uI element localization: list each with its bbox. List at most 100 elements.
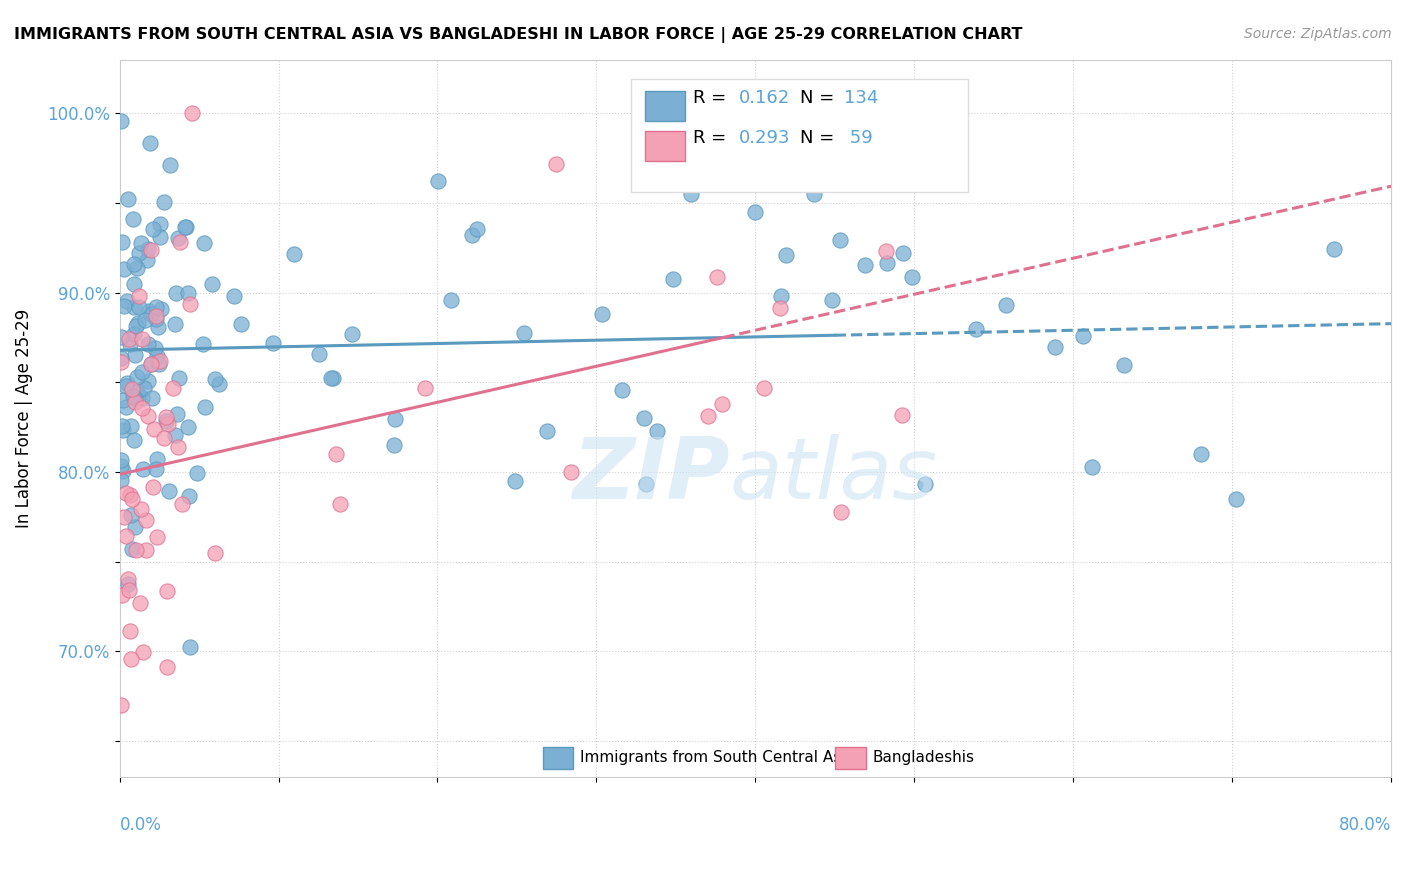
Point — [124, 543, 146, 558]
Text: Immigrants from South Central Asia: Immigrants from South Central Asia — [579, 750, 855, 765]
Text: 80.0%: 80.0% — [1339, 816, 1391, 834]
Point — [148, 217, 170, 231]
Point — [1080, 459, 1102, 474]
Point — [744, 204, 766, 219]
Point — [775, 248, 797, 262]
Text: 59: 59 — [844, 129, 873, 147]
Point — [308, 347, 330, 361]
Point — [124, 347, 146, 361]
Point — [821, 293, 844, 307]
Point — [322, 370, 344, 384]
Point — [132, 462, 155, 476]
Point — [142, 479, 165, 493]
Point — [145, 311, 167, 326]
Point — [120, 419, 142, 434]
Point — [121, 542, 143, 557]
Point — [122, 277, 145, 291]
Point — [612, 383, 634, 397]
Point — [149, 353, 172, 368]
Point — [439, 293, 461, 307]
Point — [141, 357, 163, 371]
Point — [131, 401, 153, 415]
Point — [869, 147, 891, 161]
Point — [1043, 340, 1066, 354]
Point — [208, 376, 231, 391]
Point — [754, 381, 776, 395]
Text: R =: R = — [693, 129, 733, 147]
Point — [467, 222, 489, 236]
Point — [138, 304, 160, 318]
Point — [634, 477, 657, 491]
Point — [117, 192, 139, 206]
Point — [710, 397, 733, 411]
Point — [204, 372, 226, 386]
Point — [153, 194, 176, 209]
Point — [139, 136, 162, 150]
Point — [503, 474, 526, 488]
Point — [110, 698, 132, 713]
Point — [159, 483, 181, 498]
Point — [262, 335, 284, 350]
Point — [633, 410, 655, 425]
Point — [110, 114, 132, 128]
Point — [146, 530, 169, 544]
Point — [512, 326, 534, 341]
Point — [122, 433, 145, 447]
Point — [914, 477, 936, 491]
Point — [146, 349, 169, 363]
Point — [876, 256, 898, 270]
Point — [1323, 242, 1346, 256]
Point — [132, 381, 155, 395]
Point — [110, 453, 132, 467]
Point — [204, 546, 226, 560]
Point — [340, 327, 363, 342]
Point — [131, 332, 153, 346]
Point — [121, 382, 143, 396]
FancyBboxPatch shape — [631, 79, 967, 193]
Text: N =: N = — [800, 89, 839, 107]
Point — [875, 244, 897, 259]
Text: 0.0%: 0.0% — [120, 816, 162, 834]
Point — [145, 451, 167, 466]
Text: IMMIGRANTS FROM SOUTH CENTRAL ASIA VS BANGLADESHI IN LABOR FORCE | AGE 25-29 COR: IMMIGRANTS FROM SOUTH CENTRAL ASIA VS BA… — [14, 27, 1022, 43]
Point — [382, 437, 405, 451]
Point — [224, 289, 246, 303]
Point — [995, 298, 1018, 312]
Point — [170, 497, 193, 511]
Point — [129, 596, 152, 610]
Point — [193, 336, 215, 351]
Point — [176, 285, 198, 300]
Text: 0.293: 0.293 — [738, 129, 790, 147]
Text: 134: 134 — [844, 89, 879, 107]
Point — [179, 640, 201, 654]
Point — [136, 252, 159, 267]
Point — [112, 299, 135, 313]
Point — [125, 385, 148, 400]
Point — [179, 489, 201, 503]
Point — [146, 319, 169, 334]
Point — [769, 301, 792, 315]
Point — [112, 423, 135, 437]
Point — [120, 508, 142, 522]
Point — [111, 393, 134, 408]
Text: atlas: atlas — [730, 434, 938, 517]
Point — [165, 285, 187, 300]
Point — [193, 235, 215, 250]
Point — [165, 428, 187, 442]
Point — [110, 473, 132, 487]
Point — [117, 576, 139, 591]
Point — [179, 297, 201, 311]
Point — [325, 447, 347, 461]
Point — [167, 230, 190, 244]
Text: Bangladeshis: Bangladeshis — [872, 750, 974, 765]
Point — [122, 257, 145, 271]
Point — [662, 272, 685, 286]
FancyBboxPatch shape — [645, 91, 685, 121]
Point — [166, 441, 188, 455]
Point — [162, 381, 184, 395]
Point — [115, 529, 138, 543]
Point — [118, 582, 141, 597]
Point — [1071, 328, 1094, 343]
Point — [118, 488, 141, 502]
Point — [413, 381, 436, 395]
